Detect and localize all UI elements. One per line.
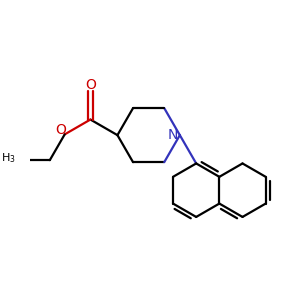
Text: O: O bbox=[55, 123, 66, 137]
Text: H$_3$: H$_3$ bbox=[1, 151, 16, 165]
Text: O: O bbox=[85, 78, 96, 92]
Text: N: N bbox=[168, 128, 178, 142]
